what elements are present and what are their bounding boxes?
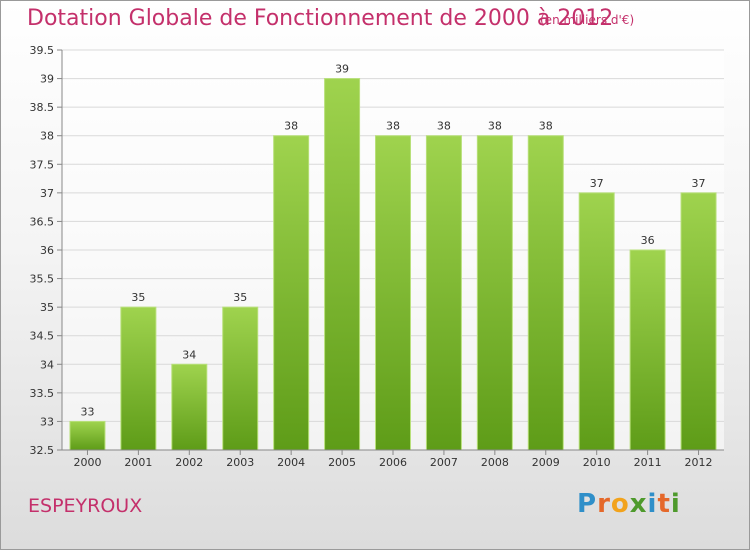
- bar-2008: [476, 135, 513, 451]
- y-tick-label: 36.5: [30, 215, 55, 228]
- value-label: 34: [182, 348, 196, 361]
- y-tick-label: 37.5: [30, 158, 55, 171]
- x-tick-label: 2012: [685, 456, 713, 469]
- bar-2005: [324, 78, 361, 451]
- x-tick-label: 2011: [634, 456, 662, 469]
- bar-2000: [69, 420, 106, 451]
- y-tick-label: 35: [40, 301, 54, 314]
- x-tick-label: 2004: [277, 456, 305, 469]
- x-tick-label: 2001: [124, 456, 152, 469]
- bar-2006: [375, 135, 411, 451]
- bar-2007: [425, 135, 462, 451]
- bar-2003: [222, 306, 259, 451]
- x-tick-label: 2009: [532, 456, 560, 469]
- bar-2004: [273, 135, 310, 451]
- x-tick-label: 2003: [226, 456, 254, 469]
- value-label: 36: [641, 234, 655, 247]
- value-label: 33: [80, 405, 94, 418]
- value-label: 38: [539, 120, 553, 133]
- y-tick-label: 36: [40, 244, 54, 257]
- x-tick-label: 2006: [379, 456, 407, 469]
- y-tick-label: 33.5: [30, 387, 55, 400]
- y-tick-label: 34.5: [30, 330, 55, 343]
- bar-2001: [120, 306, 157, 451]
- bar-2011: [629, 249, 666, 451]
- value-label: 38: [284, 120, 298, 133]
- y-tick-label: 38.5: [30, 101, 55, 114]
- commune-name: ESPEYROUX: [28, 495, 143, 517]
- x-tick-label: 2010: [583, 456, 611, 469]
- bar-2002: [171, 363, 208, 451]
- value-label: 38: [437, 120, 451, 133]
- x-tick-label: 2002: [175, 456, 203, 469]
- x-tick-label: 2005: [328, 456, 356, 469]
- chart-subtitle: (en milliers d'€): [540, 13, 635, 27]
- y-tick-label: 38: [40, 130, 54, 143]
- value-label: 39: [335, 63, 349, 76]
- value-label: 35: [233, 291, 247, 304]
- value-label: 38: [386, 120, 400, 133]
- y-tick-label: 35.5: [30, 273, 55, 286]
- x-tick-label: 2007: [430, 456, 458, 469]
- y-tick-label: 34: [40, 358, 54, 371]
- y-tick-label: 33: [40, 415, 54, 428]
- x-tick-label: 2000: [73, 456, 101, 469]
- value-label: 38: [488, 120, 502, 133]
- bar-2009: [527, 135, 564, 451]
- value-label: 35: [131, 291, 145, 304]
- y-tick-label: 32.5: [30, 444, 55, 457]
- y-tick-label: 39: [40, 73, 54, 86]
- value-label: 37: [590, 177, 604, 190]
- bar-2012: [680, 192, 717, 451]
- y-tick-label: 37: [40, 187, 54, 200]
- value-label: 37: [692, 177, 706, 190]
- proxiti-logo: Proxiti: [577, 489, 681, 519]
- bar-2010: [578, 192, 615, 451]
- x-tick-label: 2008: [481, 456, 509, 469]
- y-tick-label: 39.5: [30, 44, 55, 57]
- chart-title: Dotation Globale de Fonctionnement de 20…: [27, 6, 614, 31]
